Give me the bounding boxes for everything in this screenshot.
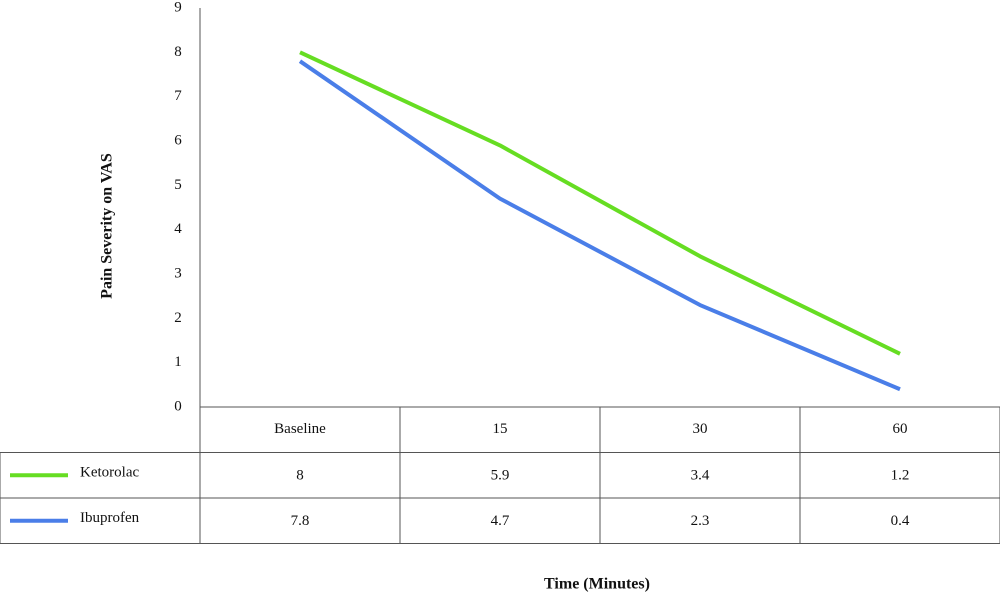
table-value: 7.8 [291, 513, 310, 529]
legend-label: Ibuprofen [80, 510, 140, 526]
y-tick-label: 7 [174, 88, 182, 104]
table-value: 0.4 [891, 513, 910, 529]
y-tick-label: 8 [174, 44, 182, 60]
y-tick-label: 4 [174, 221, 182, 237]
x-tick-label: Baseline [274, 421, 326, 437]
series-line [298, 59, 901, 392]
x-axis-title: Time (Minutes) [544, 576, 650, 593]
x-tick-label: 60 [893, 421, 908, 437]
y-tick-label: 1 [174, 354, 182, 370]
table-value: 4.7 [491, 513, 510, 529]
table-value: 2.3 [691, 513, 710, 529]
legend-label: Ketorolac [80, 465, 139, 481]
y-tick-label: 9 [174, 0, 182, 15]
x-tick-label: 15 [493, 421, 508, 437]
table-value: 3.4 [691, 468, 710, 484]
y-axis-title: Pain Severity on VAS [99, 153, 116, 299]
y-tick-label: 0 [174, 398, 182, 414]
y-tick-label: 5 [174, 177, 182, 193]
y-tick-label: 6 [174, 132, 182, 148]
table-value: 5.9 [491, 468, 510, 484]
table-value: 8 [296, 468, 304, 484]
series-line [299, 50, 901, 356]
x-tick-label: 30 [693, 421, 708, 437]
table-value: 1.2 [891, 468, 910, 484]
y-tick-label: 3 [174, 265, 182, 281]
y-tick-label: 2 [174, 310, 182, 326]
